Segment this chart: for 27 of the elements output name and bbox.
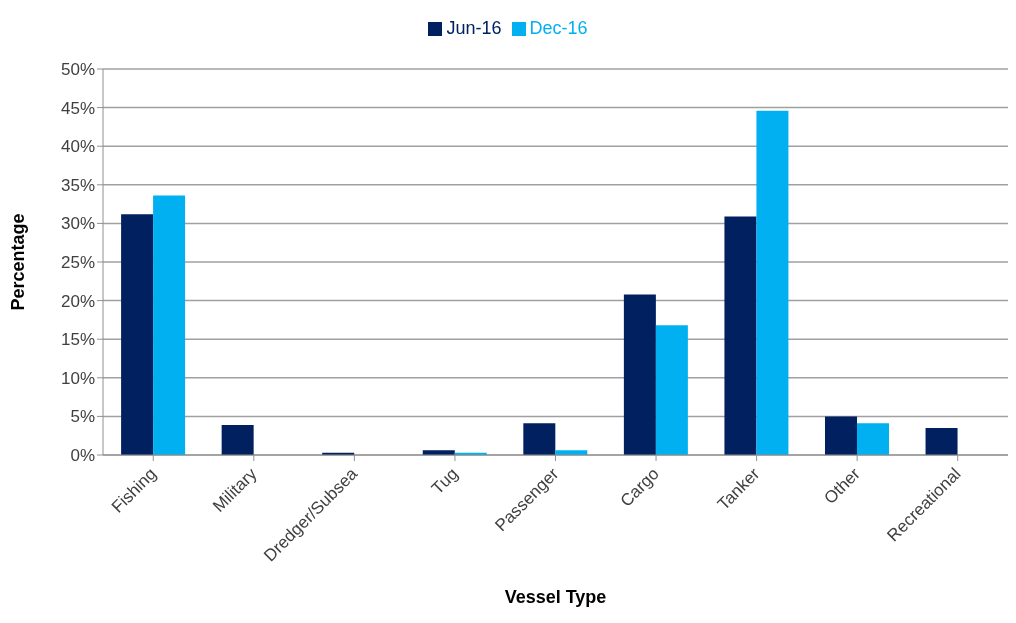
y-axis-title: Percentage bbox=[8, 213, 29, 311]
legend-label: Dec-16 bbox=[529, 18, 588, 38]
y-tick-label: 25% bbox=[60, 253, 95, 273]
legend-label: Jun-16 bbox=[446, 18, 502, 38]
y-tick-label: 35% bbox=[60, 175, 95, 195]
bar bbox=[153, 195, 186, 455]
bar bbox=[925, 427, 958, 455]
y-tick-label: 45% bbox=[60, 98, 95, 118]
y-tick-label: 10% bbox=[60, 368, 95, 388]
bar bbox=[856, 423, 889, 455]
y-tick-label: 20% bbox=[60, 291, 95, 311]
y-tick-label: 0% bbox=[70, 446, 95, 466]
bar bbox=[724, 216, 757, 455]
bar bbox=[623, 294, 656, 455]
x-axis-title: Vessel Type bbox=[504, 587, 607, 607]
bar bbox=[121, 214, 154, 455]
bar bbox=[523, 423, 556, 455]
y-tick-label: 50% bbox=[60, 60, 95, 80]
y-tick-label: 5% bbox=[70, 407, 95, 427]
x-tick-label: Tug bbox=[427, 464, 462, 498]
y-tick-label: 30% bbox=[60, 214, 95, 234]
bar bbox=[221, 424, 254, 455]
bar bbox=[824, 416, 857, 455]
y-tick-label: 40% bbox=[60, 137, 95, 157]
y-tick-label: 15% bbox=[60, 330, 95, 350]
bar bbox=[756, 110, 789, 455]
bar bbox=[655, 325, 688, 455]
